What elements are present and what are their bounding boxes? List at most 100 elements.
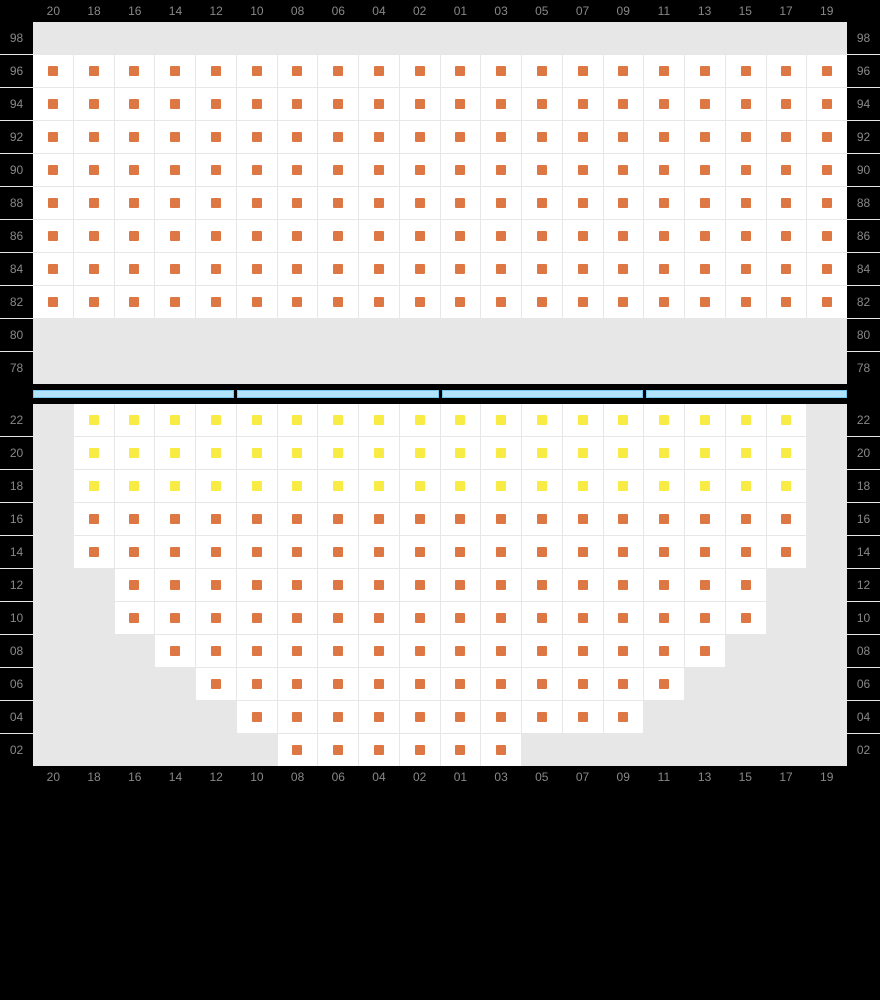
seat[interactable] xyxy=(685,253,725,285)
seat[interactable] xyxy=(604,88,644,120)
seat[interactable] xyxy=(481,503,521,535)
seat[interactable] xyxy=(318,187,358,219)
seat[interactable] xyxy=(767,503,807,535)
seat[interactable] xyxy=(74,503,114,535)
seat[interactable] xyxy=(807,253,847,285)
seat[interactable] xyxy=(278,503,318,535)
seat[interactable] xyxy=(318,668,358,700)
seat[interactable] xyxy=(644,437,684,469)
seat[interactable] xyxy=(278,701,318,733)
seat[interactable] xyxy=(481,253,521,285)
seat[interactable] xyxy=(74,220,114,252)
seat[interactable] xyxy=(318,569,358,601)
seat[interactable] xyxy=(359,701,399,733)
seat[interactable] xyxy=(604,437,644,469)
seat[interactable] xyxy=(481,187,521,219)
seat[interactable] xyxy=(278,602,318,634)
seat[interactable] xyxy=(644,55,684,87)
seat[interactable] xyxy=(237,404,277,436)
seat[interactable] xyxy=(237,503,277,535)
seat[interactable] xyxy=(726,536,766,568)
seat[interactable] xyxy=(563,437,603,469)
seat[interactable] xyxy=(359,187,399,219)
seat[interactable] xyxy=(318,121,358,153)
seat[interactable] xyxy=(685,503,725,535)
seat[interactable] xyxy=(237,602,277,634)
seat[interactable] xyxy=(481,734,521,766)
seat[interactable] xyxy=(644,536,684,568)
seat[interactable] xyxy=(481,635,521,667)
seat[interactable] xyxy=(726,602,766,634)
seat[interactable] xyxy=(237,154,277,186)
seat[interactable] xyxy=(767,536,807,568)
seat[interactable] xyxy=(604,536,644,568)
seat[interactable] xyxy=(685,536,725,568)
seat[interactable] xyxy=(726,404,766,436)
seat[interactable] xyxy=(481,470,521,502)
seat[interactable] xyxy=(196,121,236,153)
seat[interactable] xyxy=(481,701,521,733)
seat[interactable] xyxy=(155,187,195,219)
seat[interactable] xyxy=(318,734,358,766)
seat[interactable] xyxy=(33,253,73,285)
seat[interactable] xyxy=(359,88,399,120)
seat[interactable] xyxy=(604,404,644,436)
seat[interactable] xyxy=(33,220,73,252)
seat[interactable] xyxy=(563,286,603,318)
seat[interactable] xyxy=(604,286,644,318)
seat[interactable] xyxy=(807,88,847,120)
seat[interactable] xyxy=(155,404,195,436)
seat[interactable] xyxy=(359,220,399,252)
seat[interactable] xyxy=(400,55,440,87)
seat[interactable] xyxy=(481,404,521,436)
seat[interactable] xyxy=(115,286,155,318)
seat[interactable] xyxy=(685,437,725,469)
seat[interactable] xyxy=(278,404,318,436)
seat[interactable] xyxy=(155,602,195,634)
seat[interactable] xyxy=(685,220,725,252)
seat[interactable] xyxy=(563,121,603,153)
seat[interactable] xyxy=(155,220,195,252)
seat[interactable] xyxy=(33,187,73,219)
seat[interactable] xyxy=(644,220,684,252)
seat[interactable] xyxy=(441,404,481,436)
seat[interactable] xyxy=(685,602,725,634)
seat[interactable] xyxy=(441,286,481,318)
seat[interactable] xyxy=(33,55,73,87)
seat[interactable] xyxy=(400,154,440,186)
seat[interactable] xyxy=(33,286,73,318)
seat[interactable] xyxy=(359,635,399,667)
seat[interactable] xyxy=(441,602,481,634)
seat[interactable] xyxy=(522,286,562,318)
seat[interactable] xyxy=(155,286,195,318)
seat[interactable] xyxy=(359,154,399,186)
seat[interactable] xyxy=(237,187,277,219)
seat[interactable] xyxy=(604,635,644,667)
seat[interactable] xyxy=(155,470,195,502)
seat[interactable] xyxy=(196,154,236,186)
seat[interactable] xyxy=(685,88,725,120)
seat[interactable] xyxy=(400,536,440,568)
seat[interactable] xyxy=(359,470,399,502)
seat[interactable] xyxy=(196,536,236,568)
seat[interactable] xyxy=(644,88,684,120)
seat[interactable] xyxy=(400,220,440,252)
seat[interactable] xyxy=(604,121,644,153)
seat[interactable] xyxy=(237,121,277,153)
seat[interactable] xyxy=(807,55,847,87)
seat[interactable] xyxy=(522,536,562,568)
seat[interactable] xyxy=(359,55,399,87)
seat[interactable] xyxy=(767,470,807,502)
seat[interactable] xyxy=(563,701,603,733)
seat[interactable] xyxy=(278,121,318,153)
seat[interactable] xyxy=(563,220,603,252)
seat[interactable] xyxy=(644,569,684,601)
seat[interactable] xyxy=(685,121,725,153)
seat[interactable] xyxy=(115,88,155,120)
seat[interactable] xyxy=(74,536,114,568)
seat[interactable] xyxy=(522,253,562,285)
seat[interactable] xyxy=(685,187,725,219)
seat[interactable] xyxy=(481,569,521,601)
seat[interactable] xyxy=(685,404,725,436)
seat[interactable] xyxy=(278,154,318,186)
